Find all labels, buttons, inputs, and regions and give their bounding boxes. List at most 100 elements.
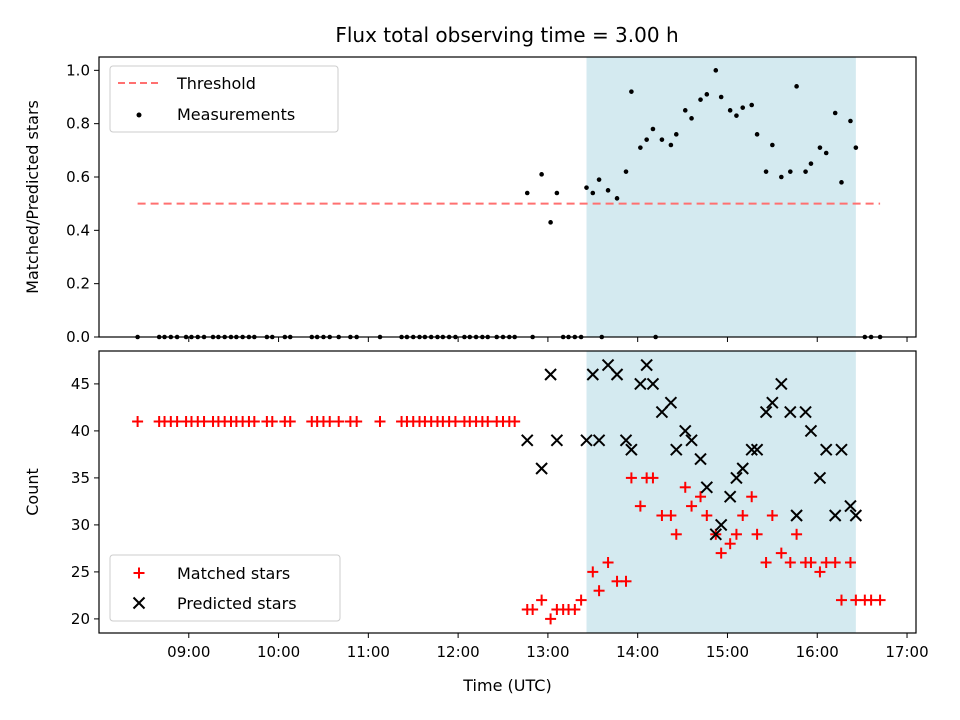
top-panel-x-ticks — [188, 337, 908, 342]
predicted-star-point — [844, 499, 857, 513]
measurement-point — [704, 92, 710, 97]
legend-cross-glyph — [132, 596, 146, 610]
predicted-star-point — [535, 462, 548, 475]
matched-star-point — [587, 566, 599, 578]
matched-star-point — [695, 491, 707, 503]
matched-star-point — [775, 547, 787, 559]
measurement-point — [794, 84, 799, 89]
y-tick-label: 0.4 — [66, 221, 90, 239]
matched-star-point — [737, 510, 749, 521]
matched-star-point — [746, 491, 758, 503]
matched-star-point — [766, 510, 778, 521]
measurement-point — [734, 113, 739, 118]
matched-star-point — [351, 416, 363, 427]
measurement-point — [823, 150, 829, 156]
x-tick-label: 12:00 — [437, 643, 480, 661]
matched-star-point — [625, 472, 637, 484]
matched-star-point — [602, 557, 614, 568]
measurement-point — [839, 180, 844, 185]
matched-star-point — [647, 472, 659, 484]
matched-star-point — [715, 547, 727, 559]
measurement-point — [539, 172, 544, 177]
predicted-star-point — [799, 405, 812, 419]
bottom-panel-x-ticks: 09:00 10:00 11:00 12:00 13:00 14:00 15:00 16:00… — [167, 633, 929, 661]
top-panel-ylabel: Matched/Predicted stars — [23, 100, 42, 294]
y-tick-label: 0.2 — [66, 275, 90, 293]
predicted-star-point — [714, 518, 728, 532]
predicted-star-point — [670, 443, 683, 456]
matched-star-point — [791, 528, 803, 540]
matched-star-point — [751, 528, 763, 540]
measurement-point — [803, 169, 808, 174]
predicted-star-point — [634, 377, 647, 391]
predicted-star-point — [736, 462, 749, 475]
predicted-star-point — [610, 368, 624, 381]
measurement-point — [763, 169, 769, 174]
predicted-star-point — [586, 368, 599, 381]
y-tick-label: 30 — [71, 516, 90, 534]
matched-star-point — [814, 566, 826, 578]
matched-star-point — [686, 500, 698, 512]
bottom-panel: 20 25 30 35 40 45 09:00 10:00 11:00 12:00 13:00 14… — [23, 350, 929, 695]
y-tick-label: 40 — [71, 422, 90, 440]
matched-star-point — [575, 594, 587, 606]
observing-window-shade-bottom — [586, 351, 856, 633]
measurement-point — [605, 188, 611, 193]
matched-star-point — [593, 585, 605, 597]
top-panel-frame — [98, 56, 917, 338]
measurement-point — [749, 102, 755, 108]
x-tick-label: 13:00 — [526, 643, 569, 661]
measurement-point — [832, 110, 838, 116]
matched-star-point — [527, 604, 539, 615]
measurement-point — [629, 89, 634, 94]
x-axis-label: Time (UTC) — [462, 676, 551, 695]
measurement-point — [682, 108, 688, 113]
predicted-star-point — [685, 434, 698, 447]
predicted-star-point — [730, 471, 743, 485]
matched-star-point — [620, 575, 632, 587]
matched-star-point — [805, 557, 817, 568]
predicted-star-point — [700, 481, 714, 494]
matched-star-point — [248, 416, 260, 427]
x-tick-label: 11:00 — [347, 643, 390, 661]
predicted-star-point — [679, 424, 692, 438]
legend-plus-glyph — [133, 567, 145, 579]
measurement-point — [623, 169, 629, 174]
matched-star-point — [634, 500, 646, 512]
predicted-star-point — [646, 377, 660, 391]
measurement-point — [596, 177, 602, 182]
measurement-point — [698, 97, 703, 102]
measurement-point — [779, 174, 784, 180]
top-legend-box — [109, 65, 339, 133]
measurement-point — [614, 196, 620, 201]
x-tick-label: 15:00 — [706, 643, 749, 661]
matched-star-point — [835, 594, 847, 606]
predicted-star-point — [804, 424, 818, 438]
x-tick-label: 14:00 — [616, 643, 659, 661]
y-tick-label: 0.6 — [66, 168, 90, 186]
predicted-star-point — [745, 443, 758, 456]
measurement-point — [689, 116, 694, 121]
y-tick-label: 35 — [71, 469, 90, 487]
measurement-point — [673, 132, 679, 137]
measurement-point — [740, 105, 746, 110]
measurement-point — [584, 185, 589, 190]
bottom-panel-y-ticks: 20 25 30 35 40 45 — [71, 375, 99, 628]
measurement-point — [754, 132, 760, 137]
x-tick-label: 10:00 — [257, 643, 300, 661]
predicted-star-point — [640, 358, 653, 372]
predicted-star-point — [759, 405, 773, 419]
legend-matched-label: Matched stars — [177, 564, 290, 583]
matched-star-point — [829, 557, 841, 568]
matched-star-point — [760, 557, 772, 568]
matched-star-point — [132, 416, 144, 427]
measurement-point — [644, 137, 649, 142]
measurement-point — [650, 126, 656, 132]
y-tick-label: 0.8 — [66, 115, 90, 133]
chart-title: Flux total observing time = 3.00 h — [335, 23, 678, 47]
bottom-legend-box — [109, 554, 341, 622]
measurement-point — [668, 142, 674, 148]
predicted-star-point — [592, 434, 606, 447]
measurement-point — [659, 137, 665, 142]
matched-star-point — [266, 416, 278, 427]
